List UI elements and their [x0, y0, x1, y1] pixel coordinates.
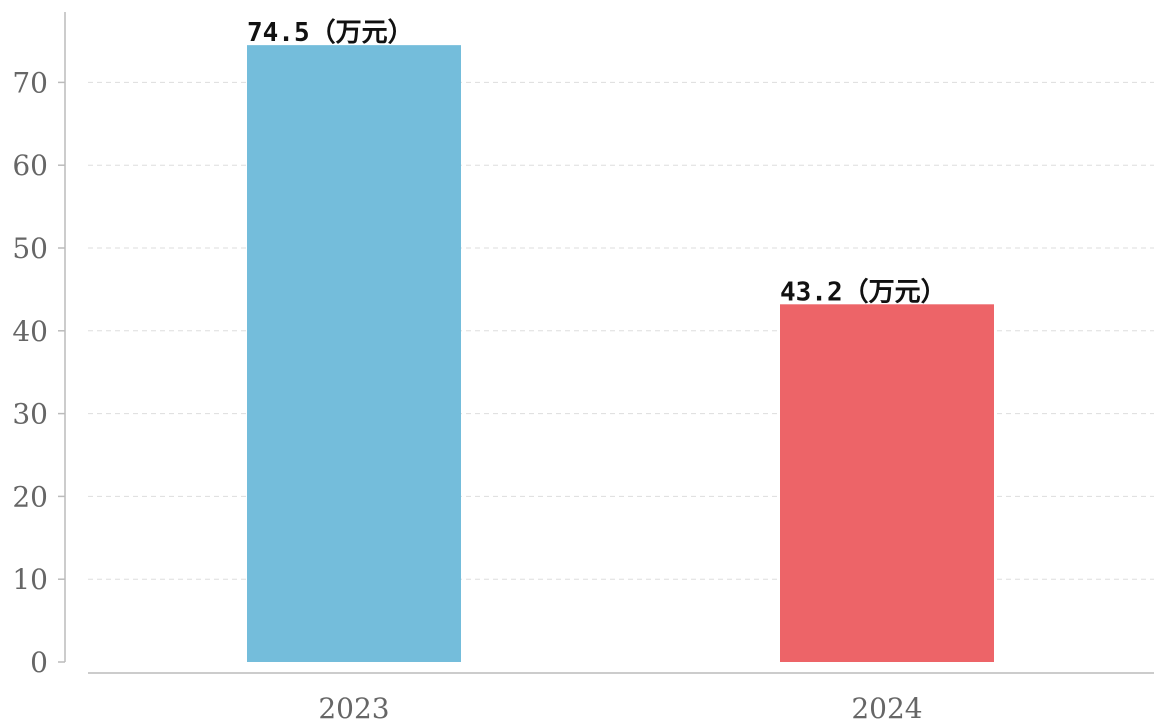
x-tick-label-2023: 2023 [318, 692, 389, 725]
x-tick-label-2024: 2024 [851, 692, 922, 725]
bars [247, 45, 994, 662]
data-label-2024: 43.2（万元） [780, 277, 947, 307]
y-tick-label-20: 20 [12, 480, 48, 513]
bar-2023 [247, 45, 461, 662]
y-tick-label-40: 40 [12, 315, 48, 348]
bar-2024 [780, 304, 994, 662]
y-axis-ticks: 0 10 20 30 40 50 60 70 [12, 66, 65, 679]
y-tick-label-70: 70 [12, 66, 48, 99]
data-labels: 74.5（万元） 43.2（万元） [247, 18, 947, 307]
grid-lines [88, 81, 1154, 580]
y-tick-label-60: 60 [12, 149, 48, 182]
y-tick-label-0: 0 [30, 646, 48, 679]
y-tick-label-50: 50 [12, 232, 48, 265]
data-label-2023: 74.5（万元） [247, 18, 414, 48]
y-tick-label-10: 10 [12, 563, 48, 596]
x-axis-ticks: 2023 2024 [318, 692, 922, 725]
y-tick-label-30: 30 [12, 398, 48, 431]
